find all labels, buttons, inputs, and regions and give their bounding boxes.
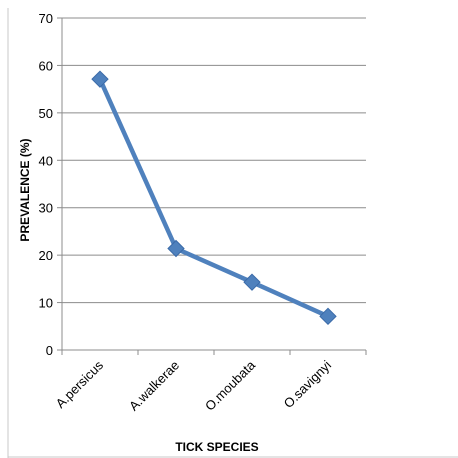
x-tick-labels: A.persicus A.walkerae O.moubata O.savignyi bbox=[53, 357, 335, 414]
y-tick-label-70: 70 bbox=[39, 11, 53, 26]
data-point-marker-a-persicus bbox=[91, 70, 109, 88]
y-tick-label-10: 10 bbox=[39, 296, 53, 311]
y-tick-label-20: 20 bbox=[39, 248, 53, 263]
x-tick-label-o-moubata: O.moubata bbox=[202, 357, 259, 414]
y-tick-label-50: 50 bbox=[39, 106, 53, 121]
x-tick-label-a-persicus: A.persicus bbox=[53, 357, 107, 411]
x-tick-label-a-walkerae: A.walkerae bbox=[126, 358, 182, 414]
series-lines bbox=[97, 76, 331, 319]
data-point-marker-o-moubata bbox=[243, 273, 261, 291]
y-tick-label-60: 60 bbox=[39, 58, 53, 73]
y-tick-label-40: 40 bbox=[39, 153, 53, 168]
gridlines bbox=[62, 17, 366, 304]
series-markers bbox=[91, 70, 337, 326]
axes bbox=[57, 17, 367, 355]
y-tick-labels: 0 10 20 30 40 50 60 70 bbox=[39, 11, 53, 358]
y-tick-label-0: 0 bbox=[46, 343, 53, 358]
series-line-0 bbox=[97, 76, 331, 319]
y-tick-label-30: 30 bbox=[39, 201, 53, 216]
x-axis-title: TICK SPECIES bbox=[175, 440, 258, 454]
x-tick-label-o-savignyi: O.savignyi bbox=[281, 357, 335, 411]
data-point-marker-o-savignyi bbox=[319, 307, 337, 326]
data-point-marker-a-walkerae bbox=[167, 239, 185, 258]
y-axis-title: PREVALENCE (%) bbox=[18, 138, 32, 241]
